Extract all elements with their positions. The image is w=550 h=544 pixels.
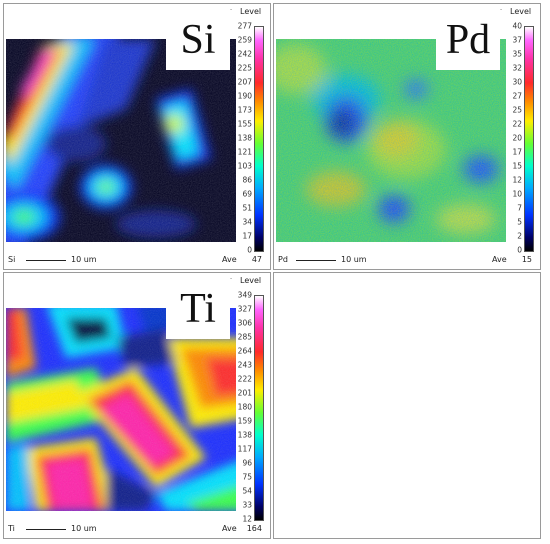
ti-element-label: Ti bbox=[166, 279, 230, 339]
ti-tick: 327 bbox=[237, 304, 252, 314]
ti-tick: 243 bbox=[237, 360, 252, 370]
pd-ave-value: 15 bbox=[521, 255, 532, 264]
pd-colorbar-ticks: 40 37 35 32 30 27 25 22 20 17 15 12 10 7… bbox=[502, 20, 522, 258]
ti-corner-mark: - bbox=[230, 275, 233, 282]
ti-tick: 12 bbox=[242, 514, 252, 524]
ti-tick: 96 bbox=[242, 458, 252, 468]
si-scale-bar bbox=[26, 260, 66, 261]
ti-map-panel: Ti - Level 349 327 306 285 264 243 222 2… bbox=[3, 272, 271, 539]
si-colorbar bbox=[254, 26, 264, 252]
pd-tick: 20 bbox=[512, 133, 522, 143]
pd-tick: 30 bbox=[512, 77, 522, 87]
pd-tick: 10 bbox=[512, 189, 522, 199]
pd-map-panel: Pd - Level 40 37 35 32 30 27 25 22 20 17… bbox=[273, 3, 541, 270]
pd-tick: 25 bbox=[512, 105, 522, 115]
ti-level-title: Level bbox=[240, 276, 262, 285]
pd-tick: 27 bbox=[512, 91, 522, 101]
ti-colorbar bbox=[254, 295, 264, 521]
si-ave-value: 47 bbox=[251, 255, 262, 264]
si-ave-label: Ave bbox=[222, 255, 237, 264]
pd-tick: 32 bbox=[512, 63, 522, 73]
pd-tick: 40 bbox=[512, 21, 522, 31]
pd-colorbar bbox=[524, 26, 534, 252]
ti-footer-element: Ti bbox=[8, 524, 15, 533]
si-tick: 259 bbox=[237, 35, 252, 45]
pd-tick: 17 bbox=[512, 147, 522, 157]
pd-level-title: Level bbox=[510, 7, 532, 16]
pd-scale-label: 10 um bbox=[341, 255, 367, 264]
si-tick: 0 bbox=[247, 245, 252, 255]
pd-tick: 2 bbox=[517, 231, 522, 241]
pd-tick: 37 bbox=[512, 35, 522, 45]
ti-tick: 285 bbox=[237, 332, 252, 342]
si-tick: 34 bbox=[242, 217, 252, 227]
si-tick: 69 bbox=[242, 189, 252, 199]
ti-colorbar-ticks: 349 327 306 285 264 243 222 201 180 159 … bbox=[232, 289, 252, 527]
si-tick: 207 bbox=[237, 77, 252, 87]
ti-tick: 138 bbox=[237, 430, 252, 440]
si-map-panel: Si - Level 277 259 242 225 207 190 173 1… bbox=[3, 3, 271, 270]
si-corner-mark: - bbox=[230, 6, 233, 13]
pd-ave-label: Ave bbox=[492, 255, 507, 264]
ti-tick: 180 bbox=[237, 402, 252, 412]
si-elemental-map bbox=[6, 39, 236, 242]
ti-ave-value: 164 bbox=[246, 524, 262, 533]
pd-tick: 12 bbox=[512, 175, 522, 185]
ti-scale-label: 10 um bbox=[71, 524, 97, 533]
si-footer: Si 10 um Ave 47 bbox=[8, 254, 266, 268]
si-element-label: Si bbox=[166, 10, 230, 70]
ti-tick: 117 bbox=[237, 444, 252, 454]
ti-tick: 54 bbox=[242, 486, 252, 496]
ti-ave-label: Ave bbox=[222, 524, 237, 533]
ti-footer: Ti 10 um Ave 164 bbox=[8, 523, 266, 537]
si-scale-label: 10 um bbox=[71, 255, 97, 264]
pd-elemental-map bbox=[276, 39, 506, 242]
pd-tick: 22 bbox=[512, 119, 522, 129]
ti-tick: 33 bbox=[242, 500, 252, 510]
si-tick: 277 bbox=[237, 21, 252, 31]
eds-map-grid: Si - Level 277 259 242 225 207 190 173 1… bbox=[3, 3, 547, 541]
si-tick: 86 bbox=[242, 175, 252, 185]
si-tick: 190 bbox=[237, 91, 252, 101]
si-tick: 138 bbox=[237, 133, 252, 143]
si-colorbar-ticks: 277 259 242 225 207 190 173 155 138 121 … bbox=[232, 20, 252, 258]
pd-element-label: Pd bbox=[436, 10, 500, 70]
ti-tick: 222 bbox=[237, 374, 252, 384]
pd-footer-element: Pd bbox=[278, 255, 288, 264]
si-tick: 17 bbox=[242, 231, 252, 241]
si-tick: 103 bbox=[237, 161, 252, 171]
ti-tick: 349 bbox=[237, 290, 252, 300]
pd-corner-mark: - bbox=[500, 6, 503, 13]
pd-tick: 35 bbox=[512, 49, 522, 59]
ti-tick: 264 bbox=[237, 346, 252, 356]
pd-scale-bar bbox=[296, 260, 336, 261]
pd-tick: 0 bbox=[517, 245, 522, 255]
empty-panel bbox=[273, 272, 541, 539]
ti-scale-bar bbox=[26, 529, 66, 530]
si-tick: 155 bbox=[237, 119, 252, 129]
pd-tick: 7 bbox=[517, 203, 522, 213]
pd-footer: Pd 10 um Ave 15 bbox=[278, 254, 536, 268]
si-tick: 51 bbox=[242, 203, 252, 213]
pd-tick: 15 bbox=[512, 161, 522, 171]
ti-tick: 201 bbox=[237, 388, 252, 398]
ti-elemental-map bbox=[6, 308, 236, 511]
si-tick: 173 bbox=[237, 105, 252, 115]
si-footer-element: Si bbox=[8, 255, 16, 264]
ti-tick: 306 bbox=[237, 318, 252, 328]
pd-tick: 5 bbox=[517, 217, 522, 227]
si-tick: 225 bbox=[237, 63, 252, 73]
ti-tick: 75 bbox=[242, 472, 252, 482]
si-tick: 242 bbox=[237, 49, 252, 59]
ti-tick: 159 bbox=[237, 416, 252, 426]
si-level-title: Level bbox=[240, 7, 262, 16]
si-tick: 121 bbox=[237, 147, 252, 157]
